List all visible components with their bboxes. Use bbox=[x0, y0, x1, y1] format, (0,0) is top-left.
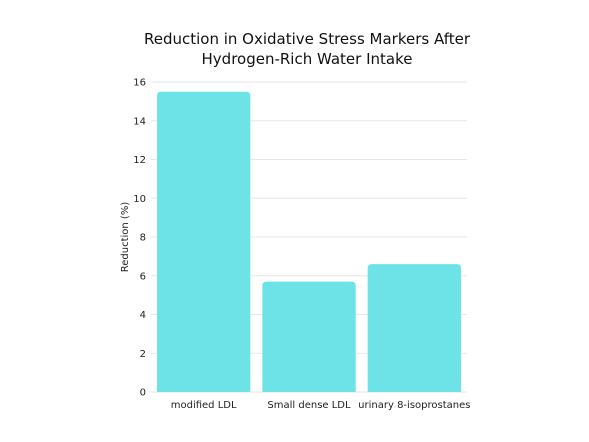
bars bbox=[157, 91, 461, 392]
y-tick-label: 10 bbox=[133, 194, 146, 205]
x-tick-label: Small dense LDL bbox=[267, 400, 351, 411]
y-tick-label: 2 bbox=[140, 349, 146, 360]
x-axis-ticks: modified LDL Small dense LDL urinary 8-iso… bbox=[171, 400, 471, 411]
y-tick-label: 4 bbox=[140, 310, 146, 321]
y-tick-label: 6 bbox=[140, 271, 146, 282]
chart-title-line-1: Reduction in Oxidative Stress Markers Af… bbox=[144, 30, 471, 48]
bar-urinary-8-isoprostanes bbox=[367, 264, 461, 392]
y-tick-label: 12 bbox=[133, 155, 146, 166]
bar-small-dense-ldl bbox=[262, 281, 356, 392]
chart-title-line-2: Hydrogen-Rich Water Intake bbox=[202, 50, 413, 68]
y-tick-label: 8 bbox=[140, 233, 146, 244]
y-tick-label: 14 bbox=[133, 116, 146, 127]
x-tick-label: modified LDL bbox=[171, 400, 237, 411]
y-tick-label: 0 bbox=[140, 388, 146, 399]
y-axis-label: Reduction (%) bbox=[120, 202, 131, 273]
y-axis-ticks: 0 2 4 6 8 10 12 14 16 bbox=[133, 78, 146, 399]
bar-modified-ldl bbox=[157, 91, 251, 392]
x-tick-label: urinary 8-isoprostanes bbox=[358, 400, 470, 411]
y-tick-label: 16 bbox=[133, 78, 146, 89]
